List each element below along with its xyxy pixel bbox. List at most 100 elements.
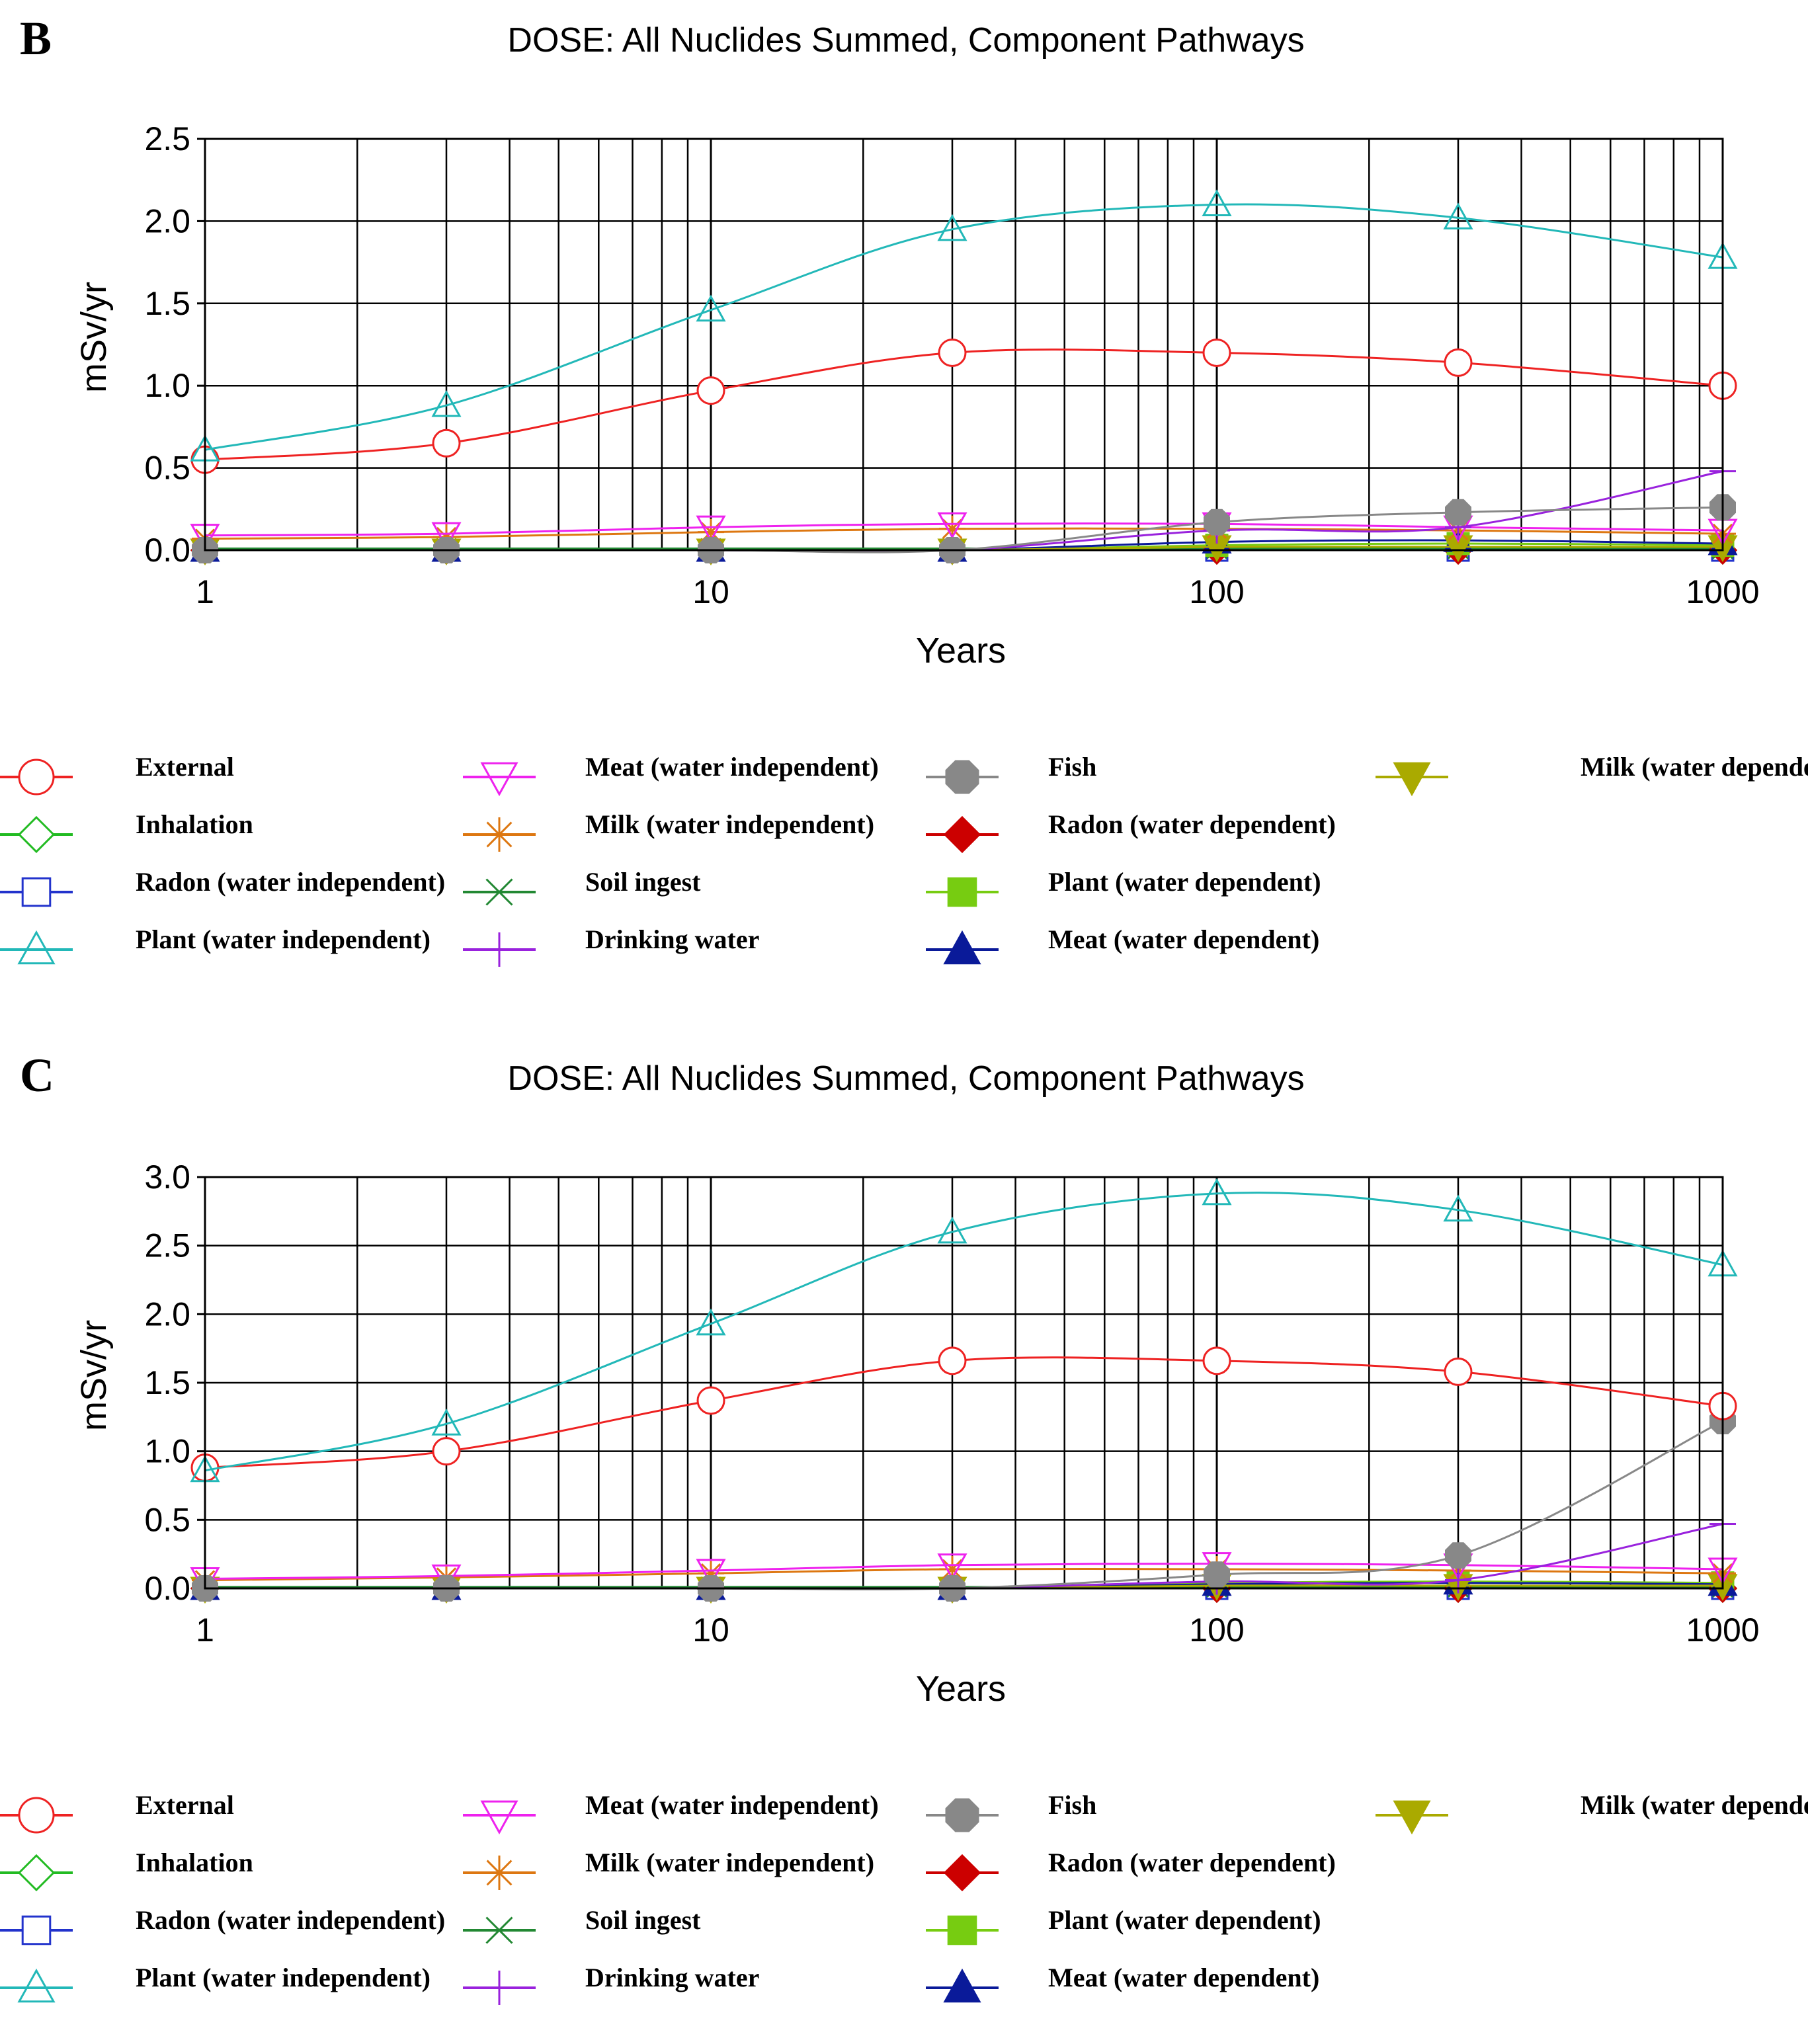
y-tick-label: 0.5	[144, 1501, 190, 1538]
data-point	[1445, 1542, 1471, 1569]
legend-item-milk-water-dependent: Milk (water dependent)	[1376, 1790, 1808, 1835]
legend-item-milk-water-independent: Milk (water independent)	[463, 809, 874, 852]
legend-item-plant-water-dependent: Plant (water dependent)	[926, 867, 1321, 907]
data-point	[1444, 1357, 1473, 1386]
x-tick-label: 100	[1189, 1612, 1244, 1649]
legend-label: Milk (water dependent)	[1581, 752, 1808, 782]
legend-item-soil-ingest: Soil ingest	[463, 867, 701, 906]
legend-label: Radon (water dependent)	[1048, 1848, 1336, 1877]
x-axis-label: Years	[916, 1669, 1006, 1709]
legend-marker	[17, 1854, 56, 1892]
legend-item-drinking-water: Drinking water	[463, 1963, 759, 2005]
legend-marker	[943, 1968, 981, 2003]
y-tick-label: 0.5	[144, 450, 190, 487]
y-tick-label: 1.0	[144, 1433, 190, 1470]
legend-label: Meat (water independent)	[585, 752, 879, 782]
legend-item-meat-water-independent: Meat (water independent)	[463, 1790, 879, 1835]
x-tick-label: 10	[692, 1612, 729, 1649]
y-tick-labels: 0.0 0.5 1.0 1.5 2.0 2.5 3.0	[144, 1159, 190, 1607]
x-tick-label: 100	[1189, 573, 1244, 610]
y-axis-label: mSv/yr	[74, 1320, 114, 1431]
legend-item-plant-water-independent: Plant (water independent)	[0, 924, 431, 965]
legend-marker	[945, 1798, 979, 1832]
legend-marker	[1393, 762, 1431, 797]
legend-label: Radon (water dependent)	[1048, 809, 1336, 839]
data-point	[937, 1553, 967, 1580]
legend-label: Meat (water dependent)	[1048, 1963, 1319, 1992]
x-tick-label: 10	[692, 573, 729, 610]
legend-item-radon-water-dependent: Radon (water dependent)	[926, 1848, 1336, 1892]
legend-marker	[482, 1856, 516, 1890]
legend-label: Meat (water independent)	[585, 1790, 879, 1820]
plot-frame	[204, 138, 1724, 552]
series-external	[190, 338, 1737, 474]
legend-marker	[18, 758, 55, 796]
y-tick-label: 1.5	[144, 285, 190, 322]
legend-marker	[17, 1968, 56, 2003]
series-line	[204, 1192, 1723, 1472]
legend-label: External	[136, 1790, 234, 1820]
x-tick-labels: 1 10 100 1000	[196, 573, 1760, 610]
legend-item-milk-water-independent: Milk (water independent)	[463, 1848, 874, 1890]
x-tick-label: 1	[196, 1612, 214, 1649]
legend-label: Drinking water	[585, 1963, 759, 1992]
data-series-group	[190, 1178, 1738, 1604]
legend-item-radon-water-independent: Radon (water independent)	[0, 867, 445, 907]
data-point	[1202, 1178, 1232, 1206]
legend-label: Fish	[1048, 1790, 1096, 1820]
data-point	[696, 515, 726, 543]
legend-label: Milk (water dependent)	[1581, 1790, 1808, 1820]
legend-marker	[480, 762, 518, 797]
legend-label: Soil ingest	[585, 1905, 701, 1935]
y-axis-label: mSv/yr	[74, 282, 114, 393]
legend-marker	[17, 815, 56, 854]
plot-grid	[197, 1176, 1724, 1596]
chart-title: DOSE: All Nuclides Summed, Component Pat…	[507, 21, 1304, 60]
legend-label: Plant (water dependent)	[1048, 1905, 1321, 1935]
legend-label: Soil ingest	[585, 867, 701, 897]
chart-title: DOSE: All Nuclides Summed, Component Pat…	[507, 1059, 1304, 1098]
data-point	[1202, 1346, 1231, 1375]
series-plant-water-independent	[190, 189, 1738, 462]
data-point	[432, 1437, 461, 1466]
panel-letter: B	[20, 12, 52, 65]
legend-c: External Meat (water independent) Fish Milk…	[0, 1790, 1808, 2005]
y-tick-label: 1.5	[144, 1364, 190, 1401]
legend-marker	[943, 930, 981, 965]
data-point	[696, 1308, 726, 1336]
y-tick-label: 2.0	[144, 1295, 190, 1332]
data-point	[1443, 1194, 1473, 1222]
legend-item-drinking-water: Drinking water	[463, 924, 759, 967]
data-point	[696, 376, 725, 405]
series-plant-water-independent	[190, 1178, 1738, 1483]
legend-item-plant-water-dependent: Plant (water dependent)	[926, 1905, 1321, 1945]
legend-label: Meat (water dependent)	[1048, 924, 1319, 954]
legend-label: Milk (water independent)	[585, 1848, 874, 1877]
y-tick-label: 2.5	[144, 120, 190, 157]
data-point	[431, 522, 462, 550]
panel-letter: C	[20, 1049, 54, 1102]
legend-marker	[947, 877, 977, 907]
legend-label: Fish	[1048, 752, 1096, 782]
data-point	[1204, 509, 1230, 536]
legend-marker	[480, 1800, 518, 1835]
legend-item-meat-water-dependent: Meat (water dependent)	[926, 1963, 1319, 2003]
y-tick-label: 0.0	[144, 1570, 190, 1607]
legend-marker	[485, 1916, 513, 1944]
legend-item-fish: Fish	[926, 1790, 1096, 1832]
legend-label: Plant (water independent)	[136, 1963, 431, 1992]
legend-item-inhalation: Inhalation	[0, 809, 253, 854]
data-point	[431, 389, 462, 417]
legend-marker	[17, 930, 56, 965]
legend-item-plant-water-independent: Plant (water independent)	[0, 1963, 431, 2003]
data-point	[696, 1386, 725, 1415]
data-point	[696, 294, 726, 322]
legend-marker	[482, 932, 516, 967]
legend-marker	[482, 1971, 516, 2005]
legend-item-external: External	[0, 752, 234, 796]
legend-marker	[485, 878, 513, 906]
data-point	[432, 429, 461, 458]
y-tick-label: 2.0	[144, 202, 190, 239]
legend-marker	[18, 1797, 55, 1834]
series-line	[204, 203, 1723, 451]
